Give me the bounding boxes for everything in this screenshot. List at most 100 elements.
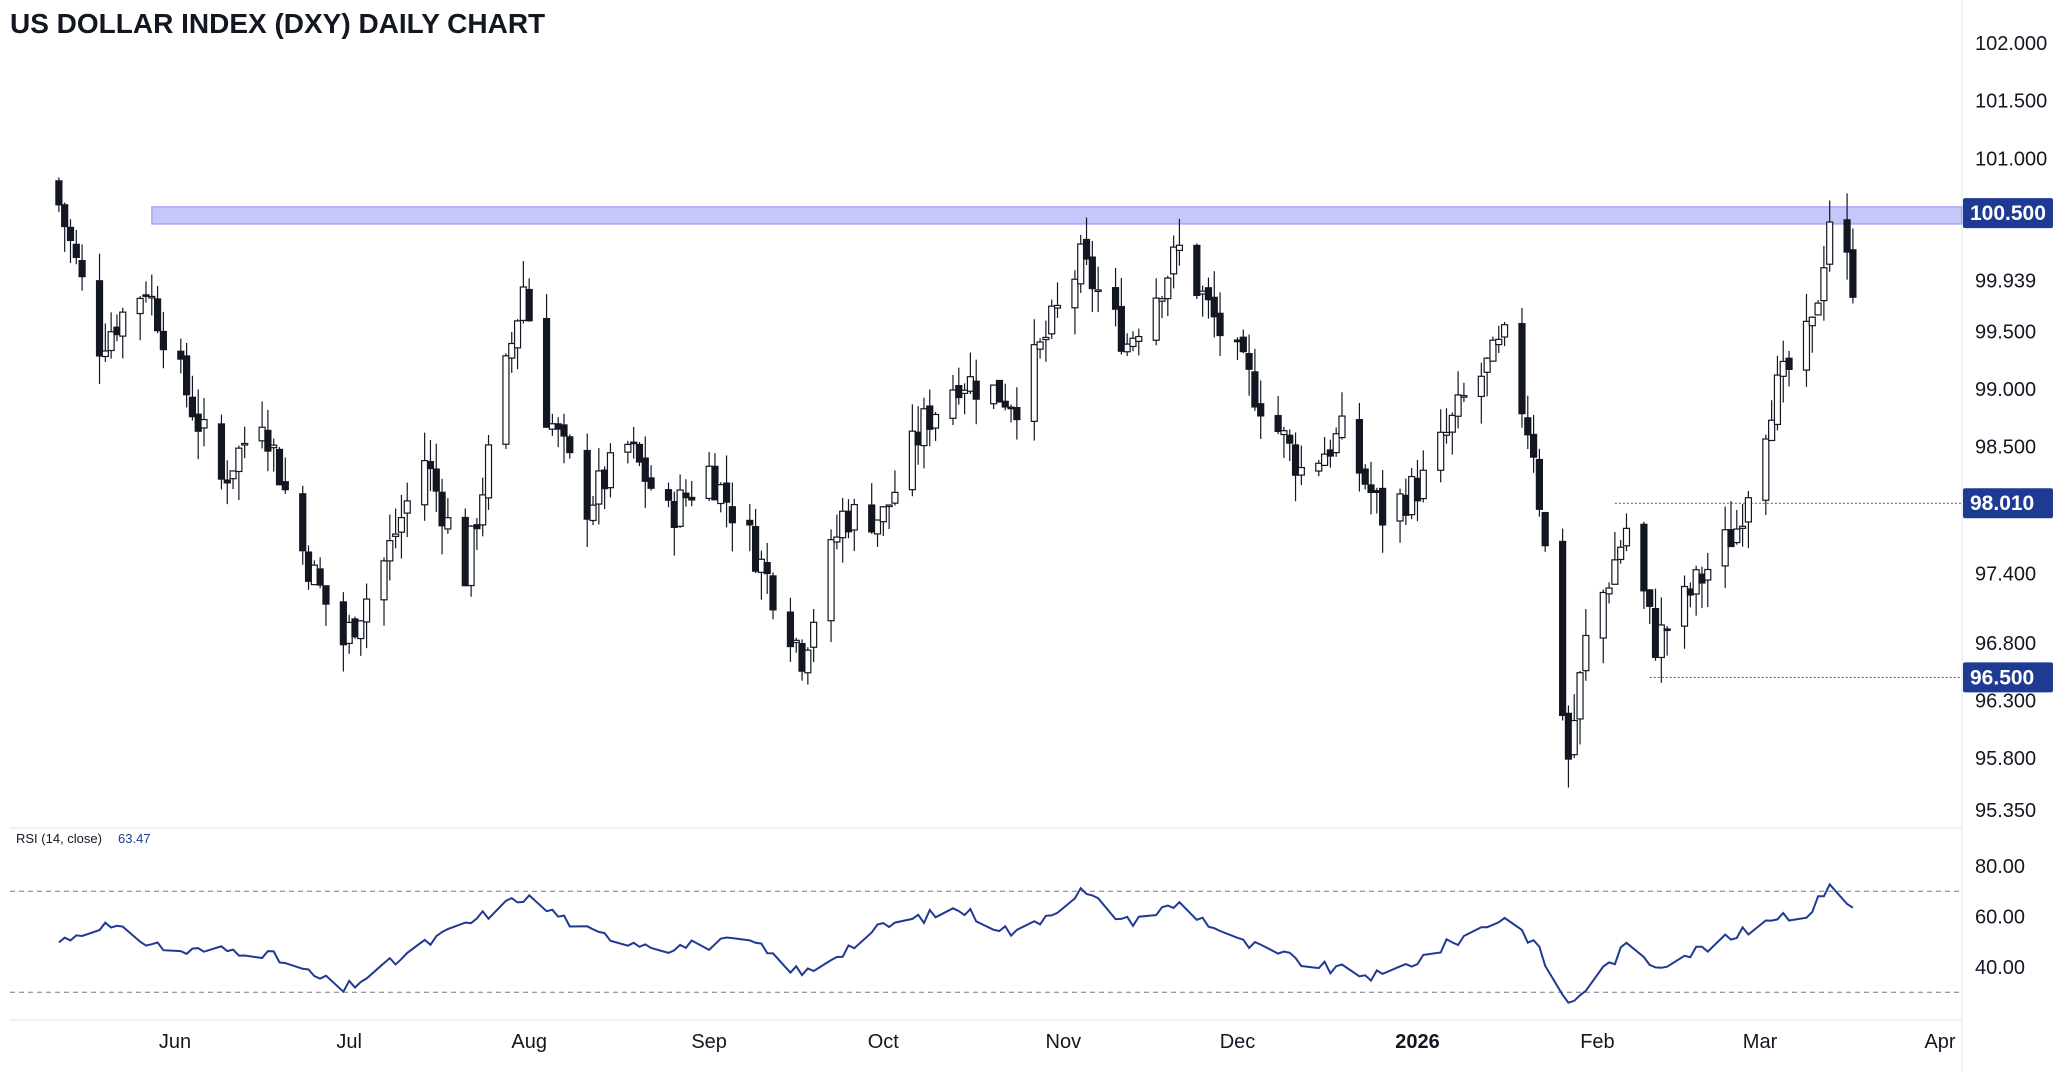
candle-down (1785, 357, 1793, 371)
candle-down (763, 562, 771, 575)
candle-down (1518, 323, 1526, 415)
candle-up (1692, 569, 1700, 595)
candle-down (1291, 444, 1300, 476)
candle-up (804, 649, 812, 674)
price-tick-label: 95.350 (1975, 800, 2036, 822)
candle-up (833, 536, 841, 543)
candle-down (304, 551, 313, 582)
time-tick-label: Sep (691, 1031, 727, 1053)
candle-down (339, 601, 347, 646)
candle-up (676, 489, 684, 527)
candle-up (850, 503, 858, 531)
candle-up (1164, 277, 1172, 300)
candle-down (1559, 540, 1567, 717)
candle-up (1483, 357, 1491, 373)
candle-down (769, 575, 777, 611)
candle-down (746, 519, 754, 526)
price-tick-label: 102.000 (1975, 33, 2047, 55)
candle-up (502, 355, 510, 445)
candle-up (1408, 475, 1416, 516)
candle-up (386, 540, 394, 562)
candle-up (1599, 591, 1607, 639)
candle-down (461, 516, 469, 587)
candle-up (792, 639, 800, 644)
candle-down (554, 423, 562, 430)
candle-down (299, 493, 307, 552)
candle-down (95, 280, 104, 357)
candle-down (1686, 588, 1694, 596)
candle-down (1216, 312, 1224, 337)
candle-up (1738, 525, 1747, 529)
candle-up (961, 389, 969, 394)
candle-up (589, 504, 597, 522)
time-axis: Jun Jul Aug Sep Oct Nov Dec 2026 Feb Mar Apr (159, 1031, 1956, 1053)
price-tick-label: 97.400 (1975, 564, 2036, 586)
candle-down (1082, 238, 1091, 260)
candle-down (316, 568, 324, 586)
candle-up (508, 342, 516, 359)
candle-up (235, 447, 243, 473)
candle-up (444, 517, 452, 530)
price-tick-label: 96.300 (1975, 690, 2036, 712)
candle-up (1657, 624, 1665, 659)
candle-up (1489, 339, 1497, 362)
support-badge-label: 96.500 (1970, 666, 2034, 689)
candle-up (380, 560, 388, 601)
candle-down (630, 441, 638, 445)
candle-down (1413, 477, 1422, 502)
candle-down (223, 479, 231, 484)
candle-down (560, 424, 568, 437)
candle-down (1204, 287, 1213, 301)
price-tick-label: 96.800 (1975, 633, 2036, 655)
candle-down (670, 500, 678, 529)
candle-down (194, 413, 202, 432)
candle-down (583, 449, 591, 520)
price-tick-label: 101.000 (1975, 148, 2047, 170)
candle-up (1820, 267, 1828, 302)
candle-down (1646, 589, 1654, 607)
support-badge-bg (1963, 662, 2053, 693)
candle-down (601, 469, 609, 490)
candle-up (949, 389, 957, 419)
candle-down (1257, 403, 1265, 417)
candle-up (891, 491, 899, 504)
candle-up (757, 558, 765, 573)
candle-down (1013, 407, 1021, 421)
chart-title: US DOLLAR INDEX (DXY) DAILY CHART (10, 8, 545, 39)
time-tick-label: Jul (336, 1031, 362, 1053)
candle-down (647, 477, 655, 489)
candle-up (1320, 453, 1329, 466)
candle-up (1077, 243, 1085, 285)
time-tick-label: Oct (868, 1031, 900, 1053)
candle-up (548, 423, 556, 430)
time-tick-label: Mar (1743, 1031, 1778, 1053)
candle-down (1001, 400, 1009, 408)
candle-up (1779, 360, 1787, 377)
candle-up (1199, 290, 1207, 295)
candle-up (1826, 221, 1834, 265)
candle-down (1326, 449, 1334, 457)
time-tick-label: 2026 (1395, 1031, 1440, 1053)
candle-up (1048, 305, 1056, 335)
candle-down (1379, 487, 1387, 526)
candle-up (1030, 344, 1038, 422)
candle-down (438, 491, 446, 527)
candle-down (1849, 249, 1857, 298)
candle-down (1286, 434, 1294, 444)
candle-up (1814, 302, 1822, 316)
rsi-legend-label: RSI (14, close) (16, 831, 102, 846)
time-tick-label: Feb (1580, 1031, 1614, 1053)
candle-down (1698, 573, 1706, 584)
candle-up (479, 494, 487, 526)
rsi-pane: 80.00 60.00 40.00 (10, 856, 2025, 1004)
candle-up (392, 533, 400, 537)
candle-down (1251, 371, 1259, 408)
candle-down (995, 379, 1004, 403)
candle-up (1576, 672, 1584, 720)
resistance-badge-bg (1963, 198, 2053, 229)
resistance-badge-label: 100.500 (1970, 202, 2046, 225)
candle-down (142, 294, 150, 297)
candle-down (844, 510, 853, 533)
candle-down (1640, 523, 1648, 592)
candle-up (1158, 298, 1166, 302)
